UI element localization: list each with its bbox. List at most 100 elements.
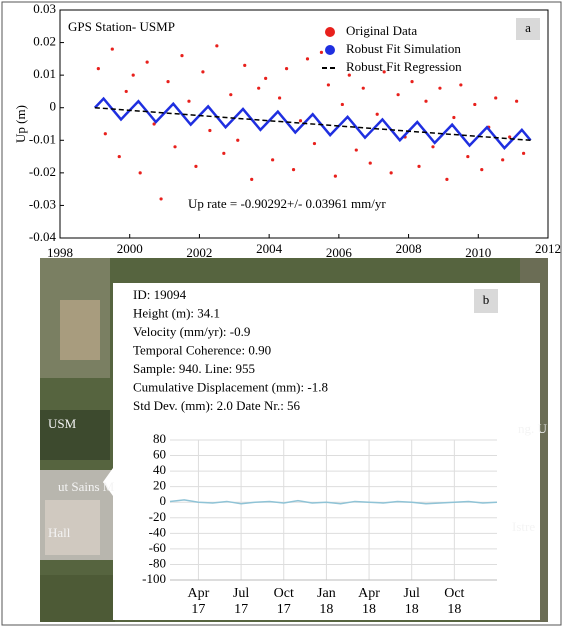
data-point (117, 154, 121, 159)
x-tick-label: 2002 (186, 245, 212, 260)
x-tick-label: 2004 (256, 241, 283, 256)
x-tick-label: 2000 (117, 241, 143, 256)
y-tick-label: -100 (142, 571, 166, 586)
data-point (180, 54, 184, 58)
data-point (257, 86, 261, 90)
x-tick-label: Apr 18 (358, 586, 380, 617)
map-building (45, 500, 100, 555)
y-tick-label: -0.01 (29, 131, 56, 146)
data-point (466, 154, 470, 159)
plot-frame (59, 9, 549, 239)
y-tick-label: 0.02 (33, 34, 56, 49)
y-tick-label: -80 (149, 555, 166, 570)
data-point (431, 145, 435, 149)
data-point (264, 76, 268, 80)
y-tick-label: -0.03 (29, 196, 56, 211)
data-point (250, 177, 254, 181)
data-point (208, 128, 212, 133)
y-tick-label: 20 (153, 478, 166, 493)
popup (103, 283, 540, 620)
data-point (110, 47, 114, 51)
data-point (445, 177, 449, 181)
data-point (326, 83, 330, 87)
x-tick-label: Jul 18 (403, 586, 420, 617)
map-building (60, 300, 100, 360)
data-point (243, 63, 247, 67)
map-label: ng. U (518, 421, 548, 436)
data-point (187, 99, 191, 103)
info-line: Std Dev. (mm): 2.0 Date Nr.: 56 (133, 398, 301, 413)
data-point (138, 171, 142, 175)
data-point (473, 102, 477, 107)
x-tick-label: 2006 (326, 245, 353, 260)
data-point (291, 168, 296, 172)
data-point (347, 73, 351, 77)
data-point (382, 70, 386, 74)
data-point (438, 86, 442, 90)
info-line: Height (m): 34.1 (133, 305, 220, 320)
legend-label: Robust Fit Simulation (346, 41, 461, 56)
annotation: Up rate = -0.90292+/- 0.03961 mm/yr (188, 196, 386, 211)
data-point (417, 164, 421, 168)
y-tick-label: 0.01 (33, 66, 56, 81)
chart-title: GPS Station- USMP (68, 19, 175, 34)
y-tick-label: 60 (153, 447, 166, 462)
x-tick-label: 1998 (47, 245, 73, 260)
panel-label: a (525, 20, 531, 35)
data-point (131, 73, 135, 77)
info-line: Velocity (mm/yr): -0.9 (133, 324, 250, 339)
y-axis-label: Up (m) (13, 105, 28, 143)
data-point (173, 145, 177, 149)
x-tick-label: Oct 17 (273, 586, 294, 617)
data-point (124, 89, 128, 94)
data-point (284, 67, 289, 71)
data-point (354, 148, 358, 152)
data-point (96, 67, 100, 71)
legend-label: Original Data (346, 23, 417, 38)
x-tick-label: 2008 (396, 241, 422, 256)
data-point (236, 138, 240, 142)
map-label: USM (48, 416, 77, 431)
displacement-line (169, 499, 498, 505)
y-tick-label: 0.03 (33, 1, 56, 16)
y-tick-label: -20 (149, 509, 166, 524)
data-point (389, 171, 393, 175)
info-line: Temporal Coherence: 0.90 (133, 342, 271, 357)
data-point (522, 151, 526, 155)
data-point (145, 60, 149, 64)
data-point (368, 161, 372, 165)
data-point (103, 132, 107, 136)
legend-marker (325, 45, 335, 55)
data-point (494, 96, 498, 100)
y-tick-label: -0.04 (29, 229, 57, 244)
data-point (459, 83, 463, 87)
panel-label: b (483, 292, 490, 307)
info-line: Cumulative Displacement (mm): -1.8 (133, 379, 328, 394)
y-tick-label: 0 (50, 99, 57, 114)
data-point (515, 99, 519, 103)
data-point (396, 93, 400, 97)
data-point (361, 86, 365, 90)
map-patch (40, 410, 110, 460)
data-point (159, 197, 163, 201)
data-point (424, 99, 428, 103)
y-tick-label: -40 (149, 524, 166, 539)
map-label: ut Sains M (58, 479, 115, 494)
x-tick-label: Jul 17 (232, 586, 250, 617)
y-tick-label: 40 (153, 462, 166, 477)
info-line: Sample: 940. Line: 955 (133, 361, 255, 376)
data-point (312, 141, 317, 146)
x-tick-label: 2010 (465, 245, 491, 260)
info-line: ID: 19094 (133, 287, 187, 302)
data-point (278, 96, 282, 100)
y-tick-label: -60 (149, 540, 166, 555)
data-point (215, 44, 219, 48)
data-point (501, 158, 505, 162)
data-point (201, 70, 205, 74)
fit-line (94, 106, 531, 142)
panel-label-box (474, 289, 498, 313)
data-point (410, 80, 414, 84)
data-point (333, 174, 337, 178)
